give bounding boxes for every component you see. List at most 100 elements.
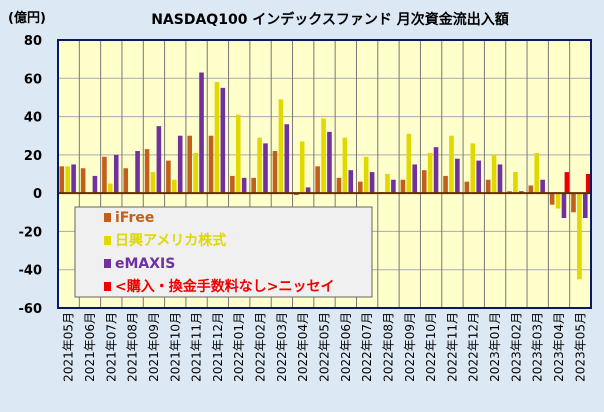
bar-ifree-14 — [357, 181, 363, 194]
bar--0 — [65, 166, 70, 194]
bar-emaxis-9 — [263, 143, 268, 194]
x-tick-label: 2021年11月 — [190, 312, 204, 382]
y-tick-label: 40 — [24, 111, 42, 126]
chart-title: NASDAQ100 インデックスファンド 月次資金流出入額 — [151, 11, 509, 28]
bar-emaxis-3 — [135, 151, 140, 194]
bar-emaxis-8 — [241, 177, 247, 194]
bar-emaxis-6 — [199, 72, 204, 194]
bar-emaxis-0 — [71, 164, 76, 194]
bar-ifree-12 — [315, 166, 320, 194]
bar-ifree-20 — [485, 179, 491, 194]
x-tick-label: 2022年04月 — [296, 312, 310, 382]
y-tick-label: -40 — [19, 264, 43, 279]
x-tick-label: 2022年07月 — [360, 312, 374, 382]
bar-emaxis-7 — [220, 87, 226, 194]
legend-swatch — [104, 282, 111, 291]
legend-label: iFree — [115, 210, 154, 226]
y-tick-label: 0 — [33, 187, 42, 202]
bar--12 — [321, 118, 326, 194]
bar--19 — [470, 143, 476, 194]
bar-ifree-7 — [208, 135, 214, 194]
bar--10 — [278, 99, 284, 194]
bar-ifree-18 — [443, 175, 448, 194]
bar-emaxis-16 — [412, 164, 418, 194]
bar-emaxis-5 — [177, 135, 183, 194]
x-tick-label: 2022年06月 — [339, 312, 353, 382]
y-tick-label: -60 — [19, 302, 43, 317]
x-tick-label: 2022年01月 — [232, 312, 246, 382]
bar-emaxis-12 — [327, 131, 332, 194]
bar-emaxis-24 — [582, 193, 588, 219]
bar-ifree-13 — [336, 177, 342, 194]
bar-emaxis-10 — [284, 124, 290, 194]
bar-emaxis-15 — [391, 179, 396, 194]
x-tick-label: 2021年10月 — [168, 312, 182, 382]
bar--5 — [172, 179, 177, 194]
legend-label: <購入・換金手数料なし>ニッセイ — [115, 278, 334, 295]
bar-ifree-16 — [400, 179, 406, 194]
bar-emaxis-20 — [497, 164, 503, 194]
y-tick-label: 60 — [24, 72, 42, 87]
y-tick-label: 80 — [24, 34, 42, 49]
x-tick-label: 2022年08月 — [381, 312, 395, 382]
x-tick-label: 2022年11月 — [445, 312, 459, 382]
x-tick-label: 2023年05月 — [573, 312, 587, 382]
bar-ifree-9 — [251, 177, 256, 194]
bar--17 — [427, 152, 433, 194]
bar--2 — [108, 183, 113, 194]
bar-emaxis-2 — [113, 154, 119, 194]
x-tick-label: 2023年03月 — [531, 312, 545, 382]
bar-emaxis-14 — [369, 172, 375, 194]
bar-emaxis-1 — [92, 175, 98, 194]
bar-emaxis-22 — [540, 179, 545, 194]
x-tick-label: 2021年12月 — [211, 312, 225, 382]
x-tick-label: 2021年09月 — [147, 312, 161, 382]
bar-ifree-17 — [421, 170, 427, 194]
bar-ifree-4 — [144, 149, 150, 194]
bar--8 — [235, 114, 241, 194]
bar--13 — [342, 137, 348, 194]
bar--7 — [214, 82, 220, 194]
bar-ifree-0 — [59, 166, 65, 194]
bar--9 — [257, 137, 262, 194]
y-tick-label: -20 — [19, 225, 43, 240]
bar-emaxis-23 — [561, 193, 567, 219]
x-tick-label: 2021年05月 — [62, 312, 76, 382]
bar-ifree-10 — [272, 151, 278, 194]
x-tick-label: 2023年01月 — [488, 312, 502, 382]
legend-label: eMAXIS — [115, 256, 175, 272]
bar-ifree-22 — [528, 185, 534, 194]
bar--24 — [585, 174, 591, 194]
legend-label: 日興アメリカ株式 — [115, 232, 226, 249]
bar--16 — [406, 133, 412, 194]
bar--14 — [363, 156, 369, 194]
y-tick-label: 20 — [24, 149, 42, 164]
x-tick-label: 2021年06月 — [83, 312, 97, 382]
x-tick-label: 2023年02月 — [509, 312, 523, 382]
bar-ifree-3 — [123, 168, 129, 194]
bar--21 — [513, 172, 518, 194]
x-tick-label: 2022年09月 — [403, 312, 417, 382]
x-tick-label: 2022年10月 — [424, 312, 438, 382]
y-axis-label: (億円) — [8, 10, 46, 26]
bar--23 — [555, 193, 561, 209]
bar--24 — [577, 193, 582, 280]
x-tick-label: 2021年08月 — [126, 312, 140, 382]
bar-ifree-19 — [464, 181, 470, 194]
legend: iFree 日興アメリカ株式 eMAXIS <購入・換金手数料なし>ニッセイ — [74, 206, 373, 298]
x-tick-label: 2022年02月 — [254, 312, 268, 382]
bar-emaxis-11 — [305, 187, 311, 194]
x-tick-label: 2022年12月 — [467, 312, 481, 382]
bar--4 — [150, 172, 156, 194]
legend-swatch — [104, 259, 111, 268]
bar--6 — [193, 152, 198, 194]
bar-emaxis-17 — [433, 147, 439, 194]
bar-emaxis-18 — [455, 158, 460, 194]
x-tick-label: 2023年04月 — [552, 312, 566, 382]
bar-ifree-8 — [230, 175, 235, 194]
legend-box — [74, 206, 373, 298]
plot-border — [57, 39, 592, 309]
bar-ifree-6 — [187, 135, 193, 194]
bar--18 — [449, 135, 454, 194]
